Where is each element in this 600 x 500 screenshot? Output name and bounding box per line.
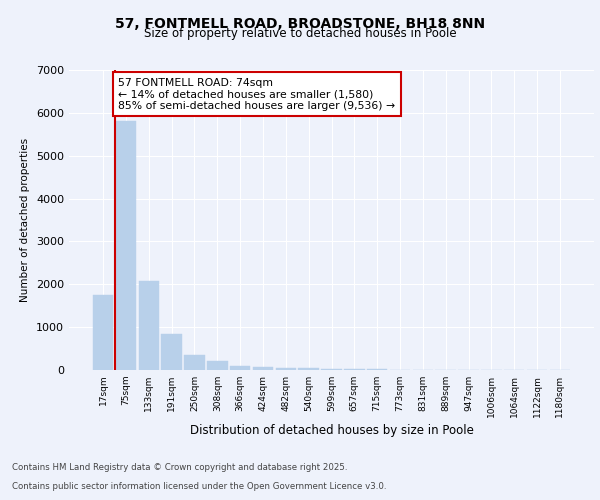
Bar [207, 362, 227, 370]
Bar [298, 368, 319, 370]
Text: Size of property relative to detached houses in Poole: Size of property relative to detached ho… [143, 28, 457, 40]
Bar [139, 281, 159, 370]
Y-axis label: Number of detached properties: Number of detached properties [20, 138, 31, 302]
Bar [275, 368, 296, 370]
Text: 57, FONTMELL ROAD, BROADSTONE, BH18 8NN: 57, FONTMELL ROAD, BROADSTONE, BH18 8NN [115, 18, 485, 32]
Bar [230, 366, 250, 370]
X-axis label: Distribution of detached houses by size in Poole: Distribution of detached houses by size … [190, 424, 473, 437]
Bar [344, 369, 365, 370]
Bar [184, 354, 205, 370]
Text: Contains public sector information licensed under the Open Government Licence v3: Contains public sector information licen… [12, 482, 386, 491]
Bar [367, 369, 388, 370]
Bar [93, 295, 113, 370]
Bar [116, 120, 136, 370]
Bar [253, 367, 273, 370]
Bar [161, 334, 182, 370]
Text: Contains HM Land Registry data © Crown copyright and database right 2025.: Contains HM Land Registry data © Crown c… [12, 464, 347, 472]
Bar [321, 368, 342, 370]
Text: 57 FONTMELL ROAD: 74sqm
← 14% of detached houses are smaller (1,580)
85% of semi: 57 FONTMELL ROAD: 74sqm ← 14% of detache… [118, 78, 395, 111]
